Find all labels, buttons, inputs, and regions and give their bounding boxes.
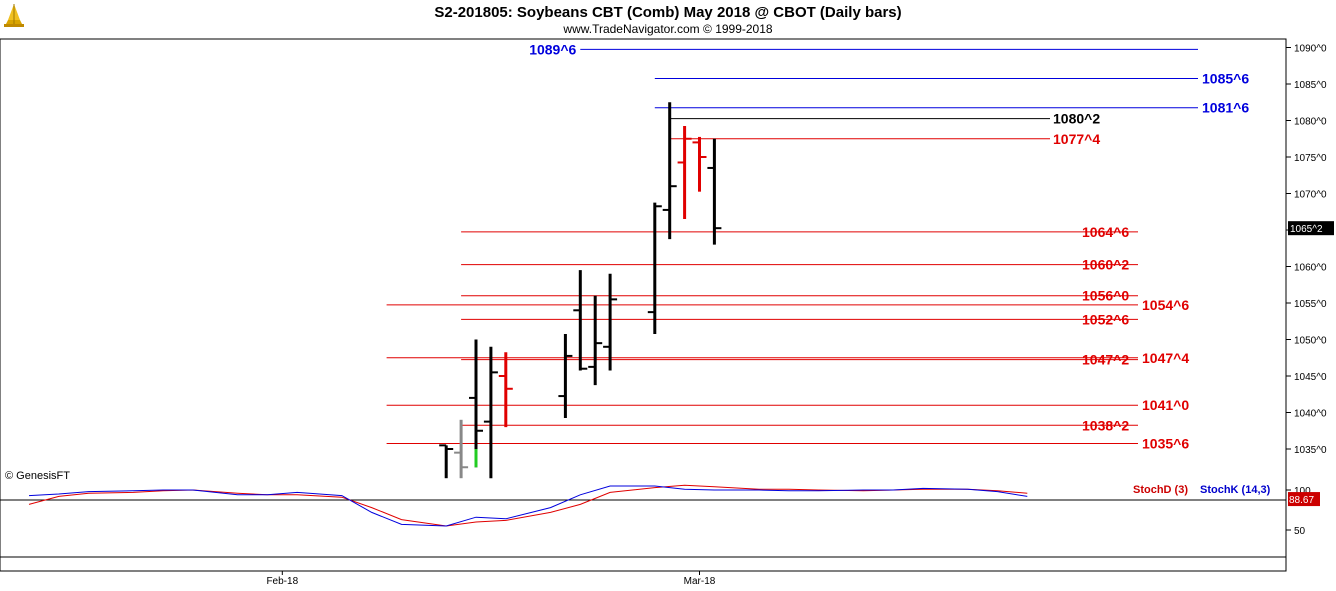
price-bar — [707, 138, 722, 245]
price-bar — [454, 419, 469, 479]
level-label: 1064^6 — [1082, 224, 1129, 240]
level-label: 1089^6 — [529, 41, 576, 57]
legend-stoch-d: StochD (3) — [1133, 484, 1188, 496]
price-bar — [662, 102, 677, 240]
stoch-k-line — [28, 485, 1028, 527]
level-label: 1085^6 — [1202, 71, 1249, 87]
price-bar — [603, 273, 618, 371]
stoch-value-label: 88.67 — [1289, 495, 1314, 506]
current-price-tag — [1288, 221, 1334, 236]
price-bar — [483, 346, 498, 479]
y-tick-label: 1085^0 — [1294, 80, 1327, 91]
price-bar — [588, 295, 603, 386]
y-tick-label: 1070^0 — [1294, 190, 1327, 201]
price-bar — [558, 334, 573, 418]
price-bar — [439, 444, 454, 479]
level-label: 1054^6 — [1142, 297, 1189, 313]
trade-navigator-logo-icon — [4, 4, 24, 27]
level-label: 1081^6 — [1202, 100, 1249, 116]
stoch-y-tick-label: 50 — [1294, 526, 1306, 537]
level-label: 1077^4 — [1053, 131, 1100, 147]
current-price-label: 1065^2 — [1290, 224, 1323, 235]
y-tick-label: 1080^0 — [1294, 117, 1327, 128]
price-bar — [692, 136, 707, 192]
level-lines: 1089^6 1085^6 1081^6 1080^2 1077^4 1064^6 1060… — [386, 41, 1249, 452]
stochastic-panel: 50 100 StochD (3) StochK (14,3) 88.67 — [28, 484, 1320, 537]
stoch-value-tag — [1288, 492, 1320, 507]
level-label: 1080^2 — [1053, 111, 1100, 127]
y-tick-label: 1040^0 — [1294, 409, 1327, 420]
level-label: 1047^2 — [1082, 352, 1129, 368]
level-label: 1035^6 — [1142, 436, 1189, 452]
x-axis: Feb-18 Mar-18 — [266, 571, 716, 587]
copyright-text: © GenesisFT — [5, 470, 70, 482]
x-tick-label: Feb-18 — [266, 576, 298, 587]
price-bar — [647, 202, 662, 335]
y-tick-label: 1055^0 — [1294, 299, 1327, 310]
level-label: 1060^2 — [1082, 257, 1129, 273]
price-bar — [469, 339, 483, 468]
price-bar — [573, 270, 588, 371]
level-label: 1038^2 — [1082, 417, 1129, 433]
y-tick-label: 1045^0 — [1294, 372, 1327, 383]
chart-title: S2-201805: Soybeans CBT (Comb) May 2018 … — [434, 4, 901, 21]
price-bar — [677, 125, 692, 220]
y-tick-label: 1035^0 — [1294, 445, 1327, 456]
price-bars — [439, 102, 722, 479]
price-y-axis: 1035^0 1040^0 1045^0 1050^0 1055^0 1060^0 1065… — [1286, 44, 1334, 456]
level-label: 1047^4 — [1142, 350, 1189, 366]
level-label: 1041^0 — [1142, 397, 1189, 413]
level-label: 1052^6 — [1082, 311, 1129, 327]
level-label: 1056^0 — [1082, 288, 1129, 304]
x-tick-label: Mar-18 — [684, 576, 716, 587]
stoch-y-tick-label: 100 — [1294, 486, 1311, 497]
y-tick-label: 1060^0 — [1294, 263, 1327, 274]
chart-subtitle: www.TradeNavigator.com © 1999-2018 — [562, 22, 772, 36]
y-tick-label: 1090^0 — [1294, 44, 1327, 55]
legend-stoch-k: StochK (14,3) — [1200, 484, 1271, 496]
price-bar — [498, 352, 513, 428]
y-tick-label: 1075^0 — [1294, 153, 1327, 164]
y-tick-label: 1050^0 — [1294, 336, 1327, 347]
